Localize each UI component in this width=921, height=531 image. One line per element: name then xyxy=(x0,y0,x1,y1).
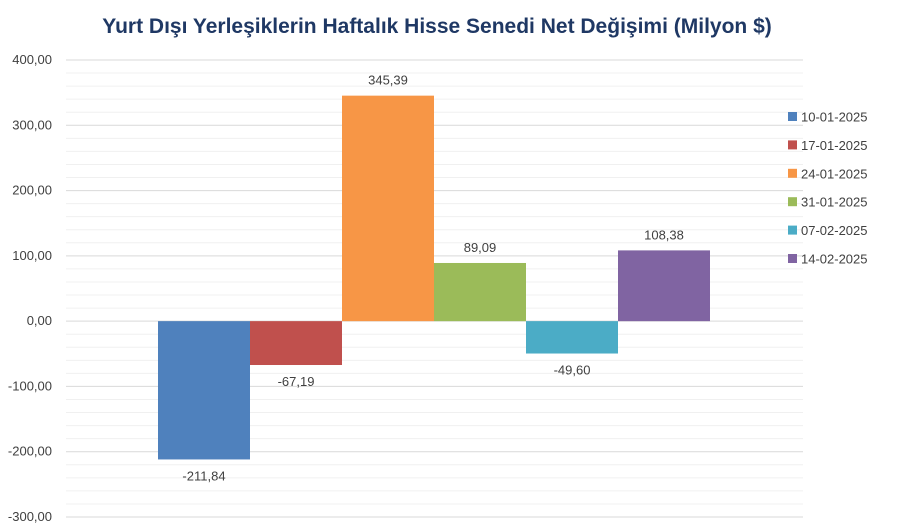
y-tick-label: 0,00 xyxy=(27,313,52,328)
data-labels: -211,84 -67,19 345,39 89,09 -49,60 108,38 xyxy=(182,73,683,484)
legend-swatch-14-02-2025 xyxy=(788,254,797,263)
y-tick-label: 200,00 xyxy=(12,183,52,198)
data-label-10-01-2025: -211,84 xyxy=(182,468,225,483)
legend-swatch-10-01-2025 xyxy=(788,112,797,121)
legend: 10-01-2025 17-01-2025 24-01-2025 31-01-2025… xyxy=(788,110,868,267)
bars xyxy=(158,95,710,460)
legend-entry-07-02-2025: 07-02-2025 xyxy=(801,223,868,238)
y-tick-label: -200,00 xyxy=(8,444,52,459)
chart-title: Yurt Dışı Yerleşiklerin Haftalık Hisse S… xyxy=(102,15,772,38)
legend-entry-14-02-2025: 14-02-2025 xyxy=(801,252,868,267)
legend-entry-17-01-2025: 17-01-2025 xyxy=(801,138,868,153)
legend-entry-31-01-2025: 31-01-2025 xyxy=(801,195,868,210)
y-axis: 400,00 300,00 200,00 100,00 0,00 -100,00 -200,… xyxy=(8,52,52,524)
data-label-31-01-2025: 89,09 xyxy=(464,240,497,255)
y-tick-label: -300,00 xyxy=(8,509,52,524)
legend-entry-24-01-2025: 24-01-2025 xyxy=(801,166,868,181)
y-tick-label: 300,00 xyxy=(12,117,52,132)
data-label-14-02-2025: 108,38 xyxy=(644,227,684,242)
y-tick-label: 400,00 xyxy=(12,52,52,67)
bar-31-01-2025 xyxy=(434,262,526,322)
data-label-17-01-2025: -67,19 xyxy=(278,374,315,389)
legend-swatch-17-01-2025 xyxy=(788,140,797,150)
bar-10-01-2025 xyxy=(158,321,250,460)
legend-swatch-07-02-2025 xyxy=(788,225,797,235)
bar-07-02-2025 xyxy=(526,321,618,354)
legend-swatch-31-01-2025 xyxy=(788,197,797,207)
data-label-24-01-2025: 345,39 xyxy=(368,73,408,88)
y-tick-label: -100,00 xyxy=(8,378,52,393)
bar-14-02-2025 xyxy=(618,250,710,322)
y-tick-label: 100,00 xyxy=(12,248,52,263)
bar-24-01-2025 xyxy=(342,95,434,322)
bar-17-01-2025 xyxy=(250,321,342,366)
legend-swatch-24-01-2025 xyxy=(788,168,797,178)
legend-entry-10-01-2025: 10-01-2025 xyxy=(801,110,868,125)
data-label-07-02-2025: -49,60 xyxy=(554,363,591,378)
